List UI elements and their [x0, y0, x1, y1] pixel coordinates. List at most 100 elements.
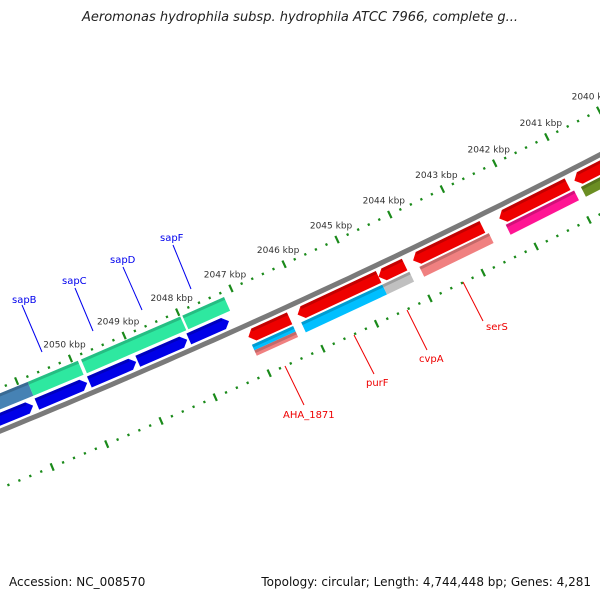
gene-labels: sapB sapC sapD sapF AHA_1871 purF cvpA s… [12, 233, 508, 421]
gene-label-purF[interactable]: purF [366, 378, 389, 389]
gene-feature[interactable] [182, 297, 231, 330]
minor-tick [299, 356, 303, 361]
tick-label: 2050 kbp [43, 341, 86, 351]
minor-tick [192, 405, 196, 409]
minor-tick [502, 260, 506, 264]
gene-feature[interactable] [0, 381, 34, 420]
gene-feature[interactable] [135, 336, 188, 367]
minor-tick [398, 207, 402, 212]
gene-feature[interactable] [505, 190, 579, 235]
leader-line [172, 244, 192, 290]
minor-tick [460, 281, 464, 285]
minor-tick [94, 447, 98, 451]
minor-tick [524, 250, 528, 254]
major-tick [334, 235, 340, 244]
gene-feature[interactable] [248, 312, 293, 341]
major-tick [373, 319, 380, 328]
map-title: Aeromonas hydrophila subsp. hydrophila A… [81, 10, 519, 25]
minor-tick [133, 329, 137, 333]
leader-line [74, 287, 94, 332]
gene-feature[interactable] [580, 153, 600, 197]
tick-label: 2045 kbp [310, 222, 353, 232]
gene-feature[interactable] [413, 221, 486, 264]
minor-tick [566, 124, 570, 128]
gene-feature[interactable] [34, 379, 88, 410]
major-tick [158, 416, 164, 426]
feature-shading [87, 358, 130, 380]
tick-label: 2047 kbp [204, 270, 247, 280]
gene-feature[interactable] [186, 318, 229, 345]
gene-label-sapD[interactable]: sapD [110, 255, 136, 266]
gene-label-AHA_1871[interactable]: AHA_1871 [283, 410, 335, 421]
gene-feature[interactable] [27, 360, 84, 396]
major-tick [104, 440, 110, 449]
minor-tick [202, 400, 206, 404]
gene-feature[interactable] [87, 358, 137, 388]
minor-tick [472, 172, 476, 176]
gene-label-cvpA[interactable]: cvpA [419, 354, 444, 365]
minor-tick [36, 370, 40, 374]
major-tick [228, 284, 234, 293]
gene-feature[interactable] [297, 271, 382, 318]
major-tick [544, 132, 550, 142]
leader-line [406, 309, 428, 351]
gene-feature[interactable] [251, 326, 296, 351]
summary-text: Topology: circular; Length: 4,744,448 bp… [261, 575, 591, 589]
major-tick [427, 294, 433, 303]
features [0, 140, 600, 433]
gene-feature[interactable] [499, 178, 571, 222]
gene-label-sapC[interactable]: sapC [62, 276, 87, 287]
tick-marks [4, 106, 600, 487]
gene-feature[interactable] [301, 284, 387, 333]
feature-shading [0, 381, 29, 397]
minor-tick [555, 130, 559, 134]
minor-tick [576, 223, 580, 227]
gene-label-serS[interactable]: serS [486, 322, 508, 333]
gene-feature[interactable] [574, 140, 600, 184]
minor-tick [513, 255, 517, 259]
feature-shading [251, 326, 295, 348]
feature-shading [382, 271, 411, 288]
gene-feature[interactable] [419, 233, 494, 277]
minor-tick [419, 197, 423, 201]
tick-label: 2044 kbp [363, 197, 406, 207]
minor-tick [524, 145, 528, 150]
minor-tick [224, 390, 228, 395]
leader-line [284, 365, 305, 406]
gene-feature[interactable] [81, 316, 187, 374]
gene-feature[interactable] [254, 331, 299, 356]
minor-tick [471, 276, 475, 280]
minor-tick [72, 456, 76, 460]
leader-line [462, 281, 484, 322]
minor-tick [240, 282, 244, 286]
minor-tick [235, 386, 239, 390]
gene-feature[interactable] [378, 258, 408, 281]
gene-label-sapB[interactable]: sapB [12, 295, 37, 306]
minor-tick [514, 151, 518, 155]
minor-tick [116, 438, 120, 442]
minor-tick [6, 483, 10, 487]
feature-shading [501, 178, 566, 213]
major-tick [387, 210, 393, 219]
minor-tick [90, 347, 94, 351]
minor-tick [208, 296, 212, 300]
feature-shading [135, 336, 181, 359]
minor-tick [353, 332, 357, 336]
minor-tick [545, 239, 549, 243]
minor-tick [417, 301, 421, 306]
minor-tick [250, 277, 254, 281]
gene-feature[interactable] [0, 402, 34, 433]
minor-tick [271, 267, 275, 271]
minor-tick [144, 324, 148, 328]
gene-feature[interactable] [382, 271, 415, 295]
minor-tick [482, 166, 486, 171]
major-tick [439, 185, 446, 194]
minor-tick [256, 376, 260, 380]
minor-tick [4, 383, 8, 388]
tick-label: 2042 kbp [468, 145, 511, 155]
minor-tick [58, 361, 62, 365]
feature-shading [254, 331, 297, 353]
gene-label-sapF[interactable]: sapF [160, 233, 184, 244]
leader-line [21, 304, 43, 353]
